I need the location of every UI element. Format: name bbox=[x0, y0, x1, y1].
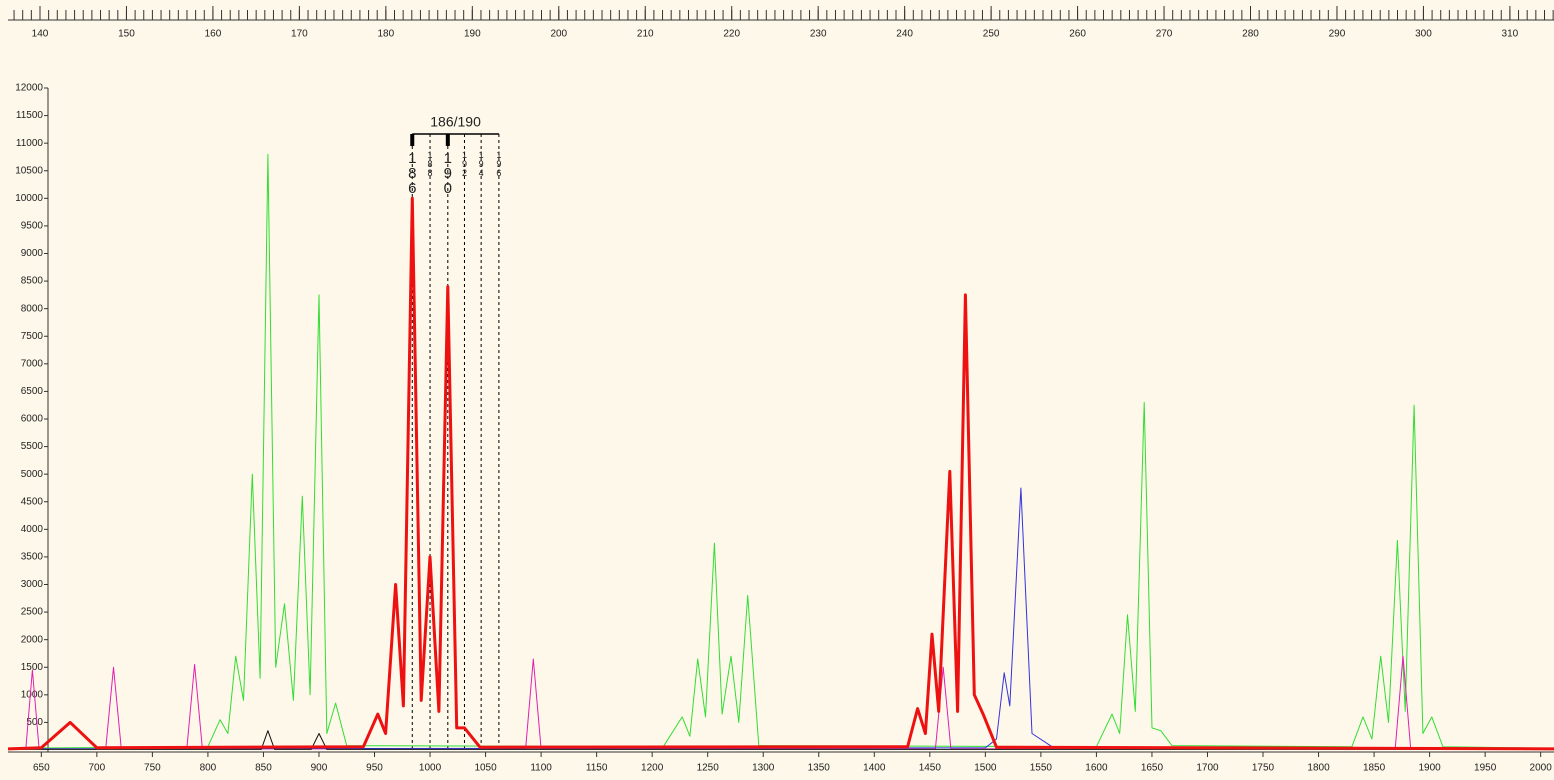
x-tick-label: 1150 bbox=[586, 763, 608, 774]
ruler-tick-label: 170 bbox=[291, 29, 308, 40]
bin-label: 192 bbox=[459, 150, 469, 177]
y-tick-label: 5000 bbox=[21, 469, 44, 480]
ruler-tick-label: 160 bbox=[205, 29, 222, 40]
trace bbox=[7, 196, 1554, 751]
ruler-tick-label: 200 bbox=[550, 29, 567, 40]
y-tick-label: 3500 bbox=[21, 552, 44, 563]
called-bin-marker bbox=[445, 134, 450, 146]
y-tick-label: 8000 bbox=[21, 303, 44, 314]
x-tick-label: 1100 bbox=[530, 763, 552, 774]
ruler-tick-label: 300 bbox=[1415, 29, 1432, 40]
y-tick-label: 9500 bbox=[21, 221, 44, 232]
bin-label: 190 bbox=[439, 150, 456, 195]
ruler-tick-label: 190 bbox=[464, 29, 481, 40]
x-tick-label: 1050 bbox=[474, 763, 497, 774]
ruler-tick-label: 280 bbox=[1242, 29, 1259, 40]
x-tick-label: 900 bbox=[311, 763, 328, 774]
ruler-tick-label: 240 bbox=[896, 29, 913, 40]
x-tick-label: 1650 bbox=[1141, 763, 1164, 774]
x-tick-label: 1800 bbox=[1307, 763, 1330, 774]
ruler-tick-label: 150 bbox=[118, 29, 135, 40]
y-tick-label: 10500 bbox=[15, 165, 43, 176]
x-tick-label: 1350 bbox=[808, 763, 831, 774]
trace bbox=[7, 153, 1554, 749]
ruler-tick-label: 140 bbox=[32, 29, 49, 40]
y-tick-label: 12000 bbox=[15, 83, 43, 94]
bin-label: 194 bbox=[476, 150, 486, 177]
y-tick-label: 1000 bbox=[21, 689, 44, 700]
x-tick-label: 1200 bbox=[641, 763, 664, 774]
trace bbox=[8, 655, 1554, 750]
ruler-tick-label: 260 bbox=[1069, 29, 1086, 40]
bin-label: 196 bbox=[494, 150, 504, 177]
called-bin-marker bbox=[410, 134, 415, 146]
x-tick-label: 1500 bbox=[974, 763, 997, 774]
x-tick-label: 1550 bbox=[1030, 763, 1053, 774]
x-tick-label: 1900 bbox=[1418, 763, 1441, 774]
ruler-tick-label: 290 bbox=[1329, 29, 1346, 40]
x-tick-label: 1700 bbox=[1196, 763, 1219, 774]
y-tick-label: 7500 bbox=[21, 331, 44, 342]
x-tick-label: 1450 bbox=[919, 763, 942, 774]
bin-label: 188 bbox=[425, 150, 435, 177]
y-tick-label: 7000 bbox=[21, 358, 44, 369]
x-tick-label: 750 bbox=[144, 763, 161, 774]
ruler-tick-label: 230 bbox=[810, 29, 827, 40]
x-tick-label: 1600 bbox=[1085, 763, 1108, 774]
x-tick-label: 1750 bbox=[1252, 763, 1275, 774]
ruler-tick-label: 210 bbox=[637, 29, 654, 40]
x-tick-label: 1250 bbox=[697, 763, 720, 774]
y-tick-label: 1500 bbox=[21, 662, 44, 673]
x-tick-label: 2000 bbox=[1530, 763, 1553, 774]
x-tick-label: 850 bbox=[255, 763, 272, 774]
y-tick-label: 6500 bbox=[21, 386, 44, 397]
ruler-tick-label: 250 bbox=[983, 29, 1000, 40]
ruler-tick-label: 180 bbox=[378, 29, 395, 40]
x-tick-label: 700 bbox=[89, 763, 106, 774]
x-tick-label: 1300 bbox=[752, 763, 775, 774]
y-tick-label: 4000 bbox=[21, 524, 44, 535]
y-tick-label: 11500 bbox=[16, 110, 44, 121]
ruler-tick-label: 310 bbox=[1502, 29, 1519, 40]
y-tick-label: 2500 bbox=[21, 607, 44, 618]
x-tick-label: 1000 bbox=[419, 763, 442, 774]
ruler-tick-label: 270 bbox=[1156, 29, 1173, 40]
x-tick-label: 1400 bbox=[863, 763, 886, 774]
ruler-tick-label: 220 bbox=[723, 29, 740, 40]
x-tick-label: 650 bbox=[33, 763, 50, 774]
x-tick-label: 1950 bbox=[1474, 763, 1497, 774]
genotype-label: 186/190 bbox=[430, 114, 481, 130]
y-tick-label: 5500 bbox=[21, 441, 44, 452]
x-tick-label: 950 bbox=[366, 763, 383, 774]
bin-label: 186 bbox=[404, 150, 421, 195]
y-tick-label: 3000 bbox=[21, 579, 44, 590]
y-tick-label: 6000 bbox=[21, 414, 44, 425]
y-tick-label: 11000 bbox=[16, 138, 44, 149]
y-tick-label: 8500 bbox=[21, 276, 44, 287]
x-tick-label: 800 bbox=[200, 763, 217, 774]
y-tick-label: 10000 bbox=[15, 193, 43, 204]
y-tick-label: 2000 bbox=[21, 634, 44, 645]
x-tick-label: 1850 bbox=[1363, 763, 1386, 774]
y-tick-label: 4500 bbox=[21, 496, 44, 507]
trace bbox=[7, 487, 1554, 750]
y-tick-label: 9000 bbox=[21, 248, 44, 259]
y-tick-label: 500 bbox=[26, 717, 43, 728]
